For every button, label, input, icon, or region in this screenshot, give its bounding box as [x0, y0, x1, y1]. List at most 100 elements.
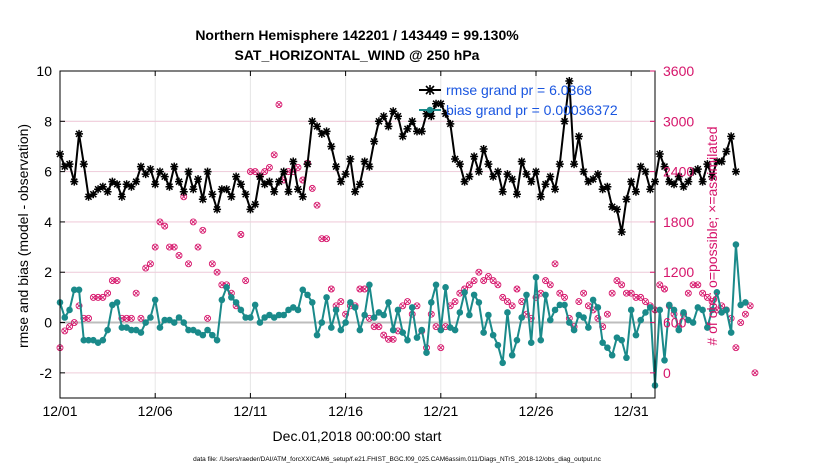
obs-count-point: [337, 298, 345, 306]
rmse-point: [479, 144, 488, 153]
bias-point: [646, 304, 654, 311]
bias-point: [337, 326, 345, 334]
y-left-tick-label: 6: [44, 164, 52, 180]
rmse-point: [170, 162, 179, 171]
obs-count-point: [575, 298, 583, 306]
bias-point: [151, 296, 159, 304]
bias-point: [442, 284, 449, 291]
rmse-point: [203, 167, 212, 176]
bias-point: [680, 309, 687, 316]
x-tick-label: 12/11: [233, 403, 267, 419]
bias-point: [408, 304, 416, 311]
obs-count-point: [465, 281, 473, 289]
rmse-point: [236, 180, 245, 189]
rmse-point: [84, 192, 93, 201]
rmse-point: [246, 205, 255, 214]
rmse-point: [674, 172, 683, 181]
rmse-point: [317, 129, 326, 138]
bias-point: [347, 299, 354, 306]
rmse-point: [255, 172, 264, 181]
bias-point: [599, 339, 606, 346]
obs-count-point: [189, 218, 197, 226]
obs-count-point: [580, 289, 588, 297]
rmse-series: [56, 77, 740, 236]
obs-count-point: [308, 184, 316, 192]
bias-point: [113, 299, 121, 306]
bias-point: [199, 331, 207, 339]
rmse-point: [265, 177, 274, 186]
rmse-point: [151, 180, 160, 189]
obs-count-point: [275, 101, 283, 108]
bias-point: [237, 306, 245, 314]
obs-count-point: [251, 168, 259, 176]
y-right-tick-label: 1800: [663, 214, 694, 230]
obs-count-point: [627, 289, 635, 297]
obs-count-point: [370, 323, 378, 331]
rmse-point: [717, 157, 726, 166]
obs-count-point: [94, 293, 102, 301]
obs-count-point: [632, 293, 640, 301]
obs-count-point: [437, 344, 445, 352]
rmse-point: [141, 170, 150, 179]
rmse-point: [384, 122, 393, 131]
bias-point: [356, 326, 364, 334]
chart-title: Northern Hemisphere 142201 / 143449 = 99…: [195, 27, 519, 43]
obs-count-point: [185, 260, 192, 268]
rmse-point: [189, 185, 198, 194]
bias-point: [632, 331, 640, 339]
rmse-point: [303, 160, 312, 169]
rmse-point: [313, 122, 322, 131]
rmse-point: [217, 185, 226, 194]
obs-count-point: [432, 323, 440, 331]
bias-point: [366, 281, 373, 289]
obs-count-point: [123, 314, 131, 322]
rmse-point: [103, 187, 112, 196]
rmse-point: [546, 172, 555, 181]
rmse-point: [117, 192, 126, 201]
bias-point: [161, 316, 169, 324]
rmse-point: [393, 112, 402, 121]
bias-point: [251, 301, 259, 309]
bias-point: [661, 356, 668, 364]
obs-count-point: [603, 310, 611, 318]
rmse-point: [670, 180, 679, 189]
bias-point: [128, 326, 135, 334]
rmse-point: [512, 190, 521, 199]
obs-count-point: [85, 314, 93, 322]
legend-rmse-label: rmse grand pr = 6.0368: [446, 82, 592, 98]
obs-count-point: [132, 289, 140, 297]
bias-point: [508, 351, 516, 359]
rmse-point: [689, 167, 698, 176]
data-file-footnote: data file: /Users/raeder/DAI/ATM_forcXX/…: [193, 456, 602, 463]
bias-point: [256, 319, 264, 326]
rmse-point: [251, 200, 260, 209]
obs-count-point: [741, 310, 749, 318]
x-tick-label: 12/06: [138, 403, 173, 419]
bias-point: [608, 351, 616, 359]
bias-point: [232, 299, 240, 306]
bias-point: [513, 336, 521, 344]
bias-point: [61, 314, 69, 321]
obs-count-point: [508, 302, 516, 310]
obs-count-point: [66, 323, 73, 331]
rmse-point: [579, 167, 588, 176]
obs-count-point: [170, 243, 178, 251]
obs-count-point: [546, 281, 554, 289]
obs-count-point: [489, 277, 497, 285]
obs-count-point: [694, 281, 702, 289]
y-left-tick-label: 0: [44, 315, 52, 331]
obs-count-point: [242, 277, 250, 285]
bias-point: [675, 326, 683, 334]
obs-count-point: [737, 319, 745, 326]
bias-point: [532, 273, 540, 281]
bias-point: [185, 326, 192, 334]
rmse-point: [155, 167, 164, 176]
rmse-point: [508, 175, 517, 184]
rmse-point: [522, 170, 531, 179]
y-right-tick-label: 2400: [663, 164, 694, 180]
rmse-point: [198, 195, 207, 204]
rmse-point: [731, 167, 740, 176]
obs-count-point: [642, 298, 649, 306]
rmse-point: [327, 142, 336, 151]
